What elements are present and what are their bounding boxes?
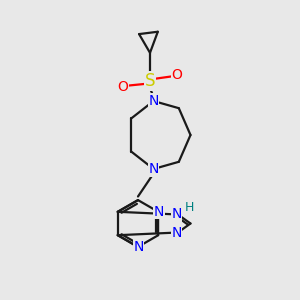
Text: O: O	[118, 80, 128, 94]
Text: N: N	[171, 207, 182, 221]
Text: N: N	[154, 205, 164, 219]
Text: N: N	[148, 94, 159, 108]
Text: N: N	[171, 226, 182, 240]
Text: S: S	[145, 72, 155, 90]
Text: H: H	[184, 201, 194, 214]
Text: O: O	[172, 68, 182, 82]
Text: N: N	[134, 240, 144, 254]
Text: N: N	[148, 162, 159, 176]
